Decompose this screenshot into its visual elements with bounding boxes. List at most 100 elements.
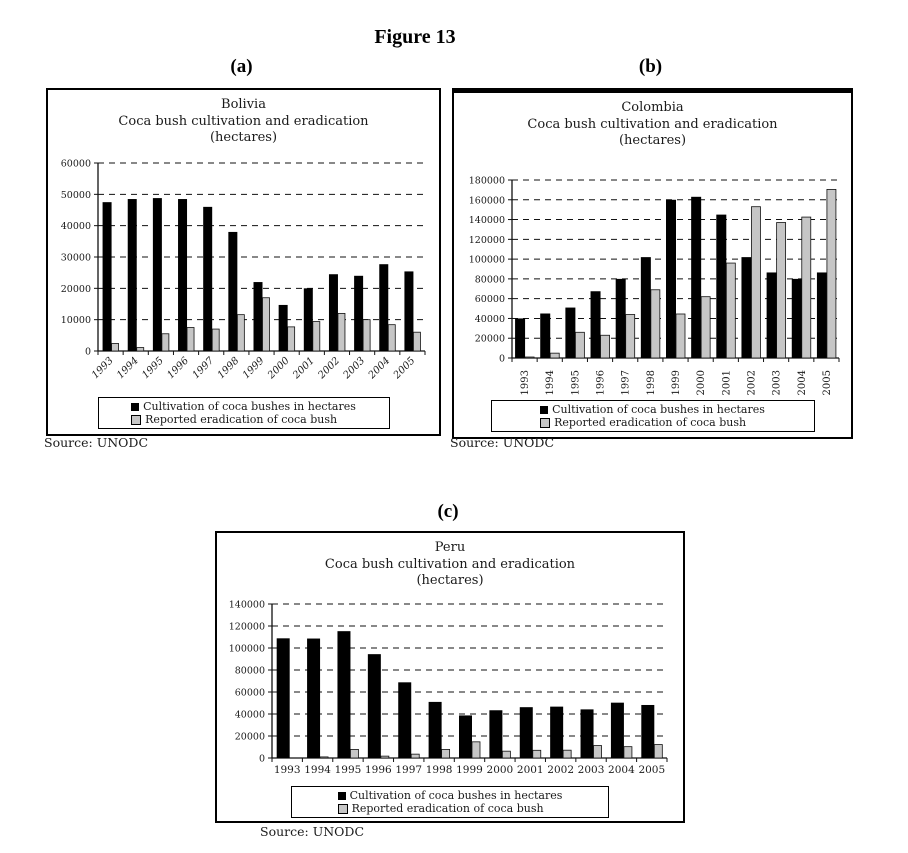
bar-eradication-1999 — [675, 313, 686, 359]
bar-eradication-2005 — [653, 744, 663, 759]
y-tick-label: 30000 — [61, 252, 91, 263]
x-tick-label: 2001 — [721, 370, 732, 395]
bar-cultivation-2004 — [379, 264, 389, 351]
colombia-chart-panel: Colombia Coca bush cultivation and eradi… — [452, 88, 853, 439]
x-tick-label: 2005 — [391, 355, 417, 381]
bar-eradication-2003 — [776, 221, 787, 359]
x-tick-label: 2002 — [547, 764, 574, 776]
colombia-chart-svg: 0 20000 40000 60000 80000 100000 120000 140000 1… — [469, 175, 840, 395]
legend-cultivation-label: Cultivation of coca bushes in hectares — [552, 403, 765, 416]
x-tick-label: 1997 — [395, 764, 422, 776]
x-tick-label: 2002 — [746, 370, 757, 395]
bar-eradication-1995 — [574, 331, 585, 359]
bar-eradication-1995 — [161, 333, 170, 352]
x-tick-label: 1996 — [365, 764, 392, 776]
bar-eradication-2001 — [532, 749, 542, 759]
x-tick-label: 1993 — [274, 764, 301, 776]
bar-cultivation-1994 — [307, 638, 321, 758]
bar-cultivation-1996 — [590, 291, 601, 358]
legend-eradication-label: Reported eradication of coca bush — [351, 802, 544, 815]
cultivation-swatch-icon — [540, 405, 549, 414]
bar-cultivation-2001 — [519, 707, 533, 758]
peru-title-country: Peru — [434, 540, 466, 555]
bar-cultivation-2002 — [550, 706, 564, 758]
bar-cultivation-1995 — [337, 631, 351, 758]
bar-cultivation-1994 — [127, 198, 137, 351]
bar-cultivation-2001 — [303, 288, 313, 351]
bar-eradication-1994 — [549, 352, 560, 359]
bar-eradication-2000 — [287, 326, 296, 352]
bar-eradication-1998 — [236, 314, 245, 352]
y-tick-label: 50000 — [61, 190, 91, 201]
bar-eradication-1997 — [410, 753, 420, 759]
bar-cultivation-1995 — [152, 197, 162, 351]
bar-cultivation-1999 — [459, 715, 472, 758]
y-tick-label: 120000 — [469, 235, 505, 246]
bar-cultivation-2000 — [691, 196, 702, 358]
x-tick-label: 1996 — [165, 355, 191, 381]
bar-eradication-1997 — [211, 328, 220, 352]
x-tick-label: 2004 — [797, 370, 808, 395]
y-tick-label: 10000 — [61, 315, 91, 326]
peru-legend-box: Cultivation of coca bushes in hectares R… — [291, 786, 609, 818]
panel-tag-c: (c) — [437, 501, 459, 522]
legend-row-eradication: Reported eradication of coca bush — [337, 802, 563, 815]
y-tick-label: 20000 — [61, 284, 91, 295]
bar-cultivation-2003 — [580, 709, 594, 758]
bar-cultivation-2003 — [354, 275, 364, 351]
peru-chart-title: Peru Coca bush cultivation and eradicati… — [217, 540, 683, 590]
x-tick-label: 2004 — [608, 764, 635, 776]
bar-eradication-2003 — [593, 745, 602, 759]
bolivia-source-note: Source: UNODC — [44, 435, 149, 450]
bar-cultivation-1996 — [367, 654, 381, 758]
bar-cultivation-2004 — [791, 278, 802, 358]
bar-cultivation-2001 — [716, 214, 727, 358]
x-tick-label: 1994 — [545, 370, 556, 395]
x-tick-label: 1993 — [520, 370, 531, 395]
x-tick-label: 1995 — [570, 370, 581, 395]
y-tick-label: 60000 — [235, 687, 265, 698]
bar-eradication-2004 — [623, 746, 633, 759]
bar-cultivation-2005 — [641, 704, 655, 758]
bar-eradication-1996 — [186, 326, 195, 352]
y-tick-label: 0 — [85, 346, 91, 357]
bar-eradication-2001 — [312, 321, 321, 352]
bar-cultivation-2000 — [489, 710, 503, 758]
bar-cultivation-2005 — [404, 271, 414, 351]
y-tick-label: 20000 — [475, 334, 505, 345]
y-tick-label: 60000 — [475, 294, 505, 305]
y-tick-label: 100000 — [469, 254, 505, 265]
x-tick-label: 2005 — [638, 764, 665, 776]
bar-cultivation-1999 — [253, 281, 263, 351]
x-tick-label: 1993 — [90, 355, 116, 381]
x-tick-label: 2002 — [316, 355, 342, 381]
x-tick-label: 2001 — [290, 355, 316, 381]
bar-eradication-2005 — [826, 188, 837, 359]
colombia-chart-title: Colombia Coca bush cultivation and eradi… — [454, 100, 851, 150]
y-tick-label: 120000 — [229, 621, 265, 632]
x-tick-label: 2001 — [517, 764, 544, 776]
bar-cultivation-2003 — [766, 272, 777, 358]
legend-inner: Cultivation of coca bushes in hectares R… — [334, 787, 567, 817]
legend-cultivation-label: Cultivation of coca bushes in hectares — [349, 789, 563, 802]
bar-cultivation-1996 — [178, 198, 188, 351]
bar-eradication-1998 — [650, 289, 661, 359]
figure-title: Figure 13 — [374, 26, 456, 48]
colombia-legend-box: Cultivation of coca bushes in hectares R… — [490, 400, 815, 432]
bar-eradication-1995 — [350, 748, 359, 759]
cultivation-swatch-icon — [131, 402, 140, 411]
bolivia-legend-box: Cultivation of coca bushes in hectares R… — [97, 397, 390, 429]
bar-eradication-1997 — [625, 313, 636, 359]
bar-cultivation-1997 — [398, 682, 412, 758]
bar-eradication-1999 — [262, 297, 270, 352]
bar-eradication-2000 — [501, 750, 511, 759]
peru-source-note: Source: UNODC — [260, 824, 365, 839]
x-tick-label: 1997 — [621, 370, 632, 395]
x-tick-label: 1997 — [191, 355, 217, 381]
peru-chart-svg: 0 20000 40000 60000 80000 100000 120000 140000 1… — [229, 599, 668, 776]
x-tick-label: 2000 — [487, 764, 514, 776]
x-tick-label: 2004 — [366, 355, 392, 381]
bar-eradication-2000 — [700, 296, 711, 359]
bar-cultivation-1999 — [666, 199, 676, 358]
